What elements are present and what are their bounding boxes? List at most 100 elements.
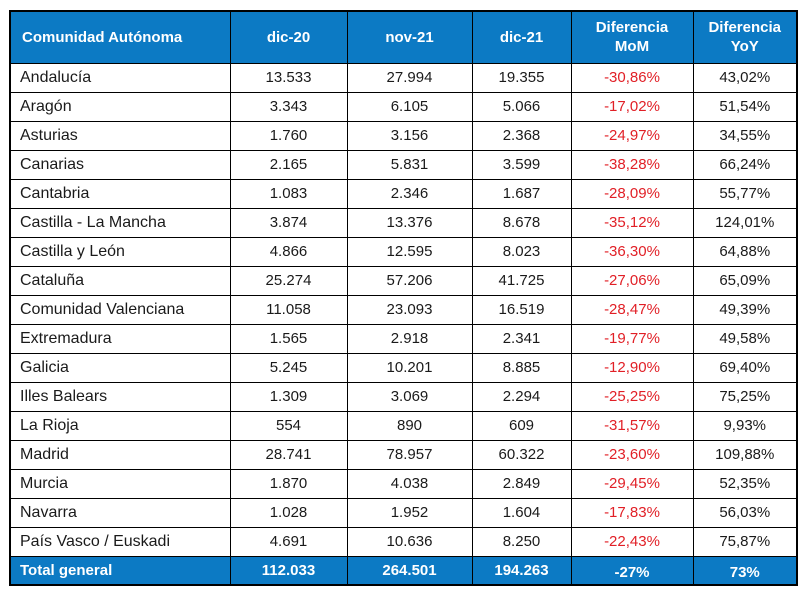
column-header-nov-21: nov-21: [346, 10, 473, 64]
cell-nov21: 13.376: [346, 207, 473, 238]
cell-mom: -28,09%: [570, 178, 694, 209]
cell-yoy: 65,09%: [692, 265, 798, 296]
table-body: Andalucía 13.533 27.994 19.355 -30,86% 43,02%…: [9, 62, 798, 557]
cell-mom: -17,83%: [570, 497, 694, 528]
cell-community: Comunidad Valenciana: [9, 294, 231, 325]
cell-dic20: 25.274: [229, 265, 348, 296]
cell-community: Madrid: [9, 439, 231, 470]
cell-dic20: 4.866: [229, 236, 348, 267]
cell-yoy: 75,25%: [692, 381, 798, 412]
cell-mom: -35,12%: [570, 207, 694, 238]
cell-dic20: 1.870: [229, 468, 348, 499]
cell-dic21: 2.368: [471, 120, 572, 151]
cell-yoy: 56,03%: [692, 497, 798, 528]
cell-mom: -24,97%: [570, 120, 694, 151]
table-row: Castilla - La Mancha 3.874 13.376 8.678 -35,…: [9, 207, 798, 238]
cell-dic20: 1.083: [229, 178, 348, 209]
cell-yoy: 55,77%: [692, 178, 798, 209]
cell-mom: -23,60%: [570, 439, 694, 470]
cell-nov21: 10.201: [346, 352, 473, 383]
cell-yoy: 64,88%: [692, 236, 798, 267]
total-row: Total general 112.033 264.501 194.263 -2…: [9, 555, 798, 586]
cell-mom: -38,28%: [570, 149, 694, 180]
cell-nov21: 4.038: [346, 468, 473, 499]
table-row: Illes Balears 1.309 3.069 2.294 -25,25% 75,25…: [9, 381, 798, 412]
cell-nov21: 10.636: [346, 526, 473, 557]
cell-dic20: 28.741: [229, 439, 348, 470]
cell-mom: -19,77%: [570, 323, 694, 354]
table-row: La Rioja 554 890 609 -31,57% 9,93%: [9, 410, 798, 441]
cell-nov21: 6.105: [346, 91, 473, 122]
cell-yoy: 51,54%: [692, 91, 798, 122]
cell-nov21: 23.093: [346, 294, 473, 325]
cell-dic21: 2.341: [471, 323, 572, 354]
table-row: Cantabria 1.083 2.346 1.687 -28,09% 55,77%: [9, 178, 798, 209]
cell-dic20: 3.874: [229, 207, 348, 238]
cell-dic21: 16.519: [471, 294, 572, 325]
regions-table-container: Comunidad Autónoma dic-20 nov-21 dic-21 …: [9, 10, 798, 586]
cell-dic21: 41.725: [471, 265, 572, 296]
cell-community: Cataluña: [9, 265, 231, 296]
table-row: Canarias 2.165 5.831 3.599 -38,28% 66,24%: [9, 149, 798, 180]
cell-nov21: 27.994: [346, 62, 473, 93]
cell-nov21: 890: [346, 410, 473, 441]
table-footer: Total general 112.033 264.501 194.263 -2…: [9, 555, 798, 586]
total-nov21: 264.501: [346, 555, 473, 586]
cell-dic20: 5.245: [229, 352, 348, 383]
cell-dic21: 19.355: [471, 62, 572, 93]
cell-community: Castilla y León: [9, 236, 231, 267]
cell-mom: -25,25%: [570, 381, 694, 412]
cell-nov21: 3.156: [346, 120, 473, 151]
column-header-diferencia-mom: Diferencia MoM: [570, 10, 694, 64]
cell-nov21: 12.595: [346, 236, 473, 267]
cell-yoy: 124,01%: [692, 207, 798, 238]
total-yoy: 73%: [692, 555, 798, 586]
cell-mom: -28,47%: [570, 294, 694, 325]
cell-dic21: 8.678: [471, 207, 572, 238]
cell-dic21: 1.687: [471, 178, 572, 209]
cell-dic20: 1.028: [229, 497, 348, 528]
cell-community: La Rioja: [9, 410, 231, 441]
cell-dic20: 2.165: [229, 149, 348, 180]
cell-mom: -27,06%: [570, 265, 694, 296]
cell-community: Asturias: [9, 120, 231, 151]
table-row: Andalucía 13.533 27.994 19.355 -30,86% 43,02%: [9, 62, 798, 93]
cell-dic21: 3.599: [471, 149, 572, 180]
cell-mom: -17,02%: [570, 91, 694, 122]
table-row: Madrid 28.741 78.957 60.322 -23,60% 109,88%: [9, 439, 798, 470]
cell-nov21: 78.957: [346, 439, 473, 470]
cell-dic21: 2.294: [471, 381, 572, 412]
total-dic20: 112.033: [229, 555, 348, 586]
cell-yoy: 49,39%: [692, 294, 798, 325]
cell-yoy: 69,40%: [692, 352, 798, 383]
cell-community: Murcia: [9, 468, 231, 499]
cell-dic20: 1.565: [229, 323, 348, 354]
cell-mom: -36,30%: [570, 236, 694, 267]
table-row: Murcia 1.870 4.038 2.849 -29,45% 52,35%: [9, 468, 798, 499]
table-row: Castilla y León 4.866 12.595 8.023 -36,30% 64…: [9, 236, 798, 267]
table-row: Cataluña 25.274 57.206 41.725 -27,06% 65,09%: [9, 265, 798, 296]
table-row: Extremadura 1.565 2.918 2.341 -19,77% 49,58%: [9, 323, 798, 354]
cell-yoy: 109,88%: [692, 439, 798, 470]
column-header-diferencia-yoy: Diferencia YoY: [692, 10, 798, 64]
cell-community: Extremadura: [9, 323, 231, 354]
cell-yoy: 52,35%: [692, 468, 798, 499]
cell-yoy: 49,58%: [692, 323, 798, 354]
cell-mom: -29,45%: [570, 468, 694, 499]
cell-nov21: 2.346: [346, 178, 473, 209]
cell-community: Andalucía: [9, 62, 231, 93]
cell-mom: -22,43%: [570, 526, 694, 557]
table-row: Navarra 1.028 1.952 1.604 -17,83% 56,03%: [9, 497, 798, 528]
cell-dic21: 8.023: [471, 236, 572, 267]
cell-community: Castilla - La Mancha: [9, 207, 231, 238]
cell-community: Cantabria: [9, 178, 231, 209]
table-row: País Vasco / Euskadi 4.691 10.636 8.250 -22,…: [9, 526, 798, 557]
cell-dic20: 1.760: [229, 120, 348, 151]
cell-dic20: 554: [229, 410, 348, 441]
table-row: Comunidad Valenciana 11.058 23.093 16.519 -2…: [9, 294, 798, 325]
cell-community: Aragón: [9, 91, 231, 122]
cell-dic20: 4.691: [229, 526, 348, 557]
total-label: Total general: [9, 555, 231, 586]
cell-yoy: 75,87%: [692, 526, 798, 557]
cell-dic21: 5.066: [471, 91, 572, 122]
